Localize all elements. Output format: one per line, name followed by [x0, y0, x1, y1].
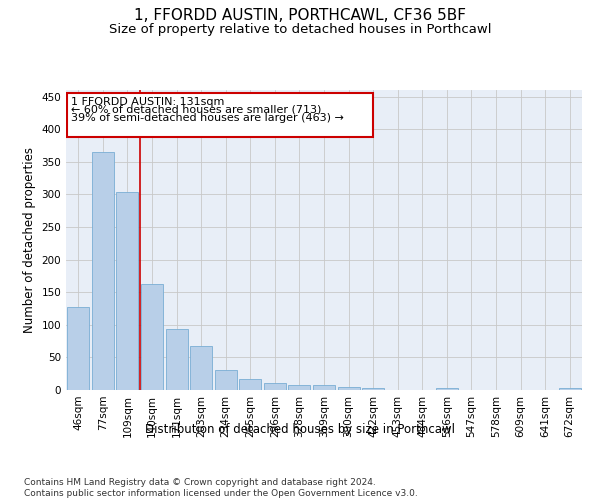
Bar — [264, 384, 286, 390]
Bar — [67, 94, 373, 137]
Bar — [215, 370, 237, 390]
Bar — [313, 385, 335, 390]
Text: ← 60% of detached houses are smaller (713): ← 60% of detached houses are smaller (71… — [71, 105, 321, 115]
Bar — [190, 346, 212, 390]
Bar — [436, 388, 458, 390]
Text: Size of property relative to detached houses in Porthcawl: Size of property relative to detached ho… — [109, 22, 491, 36]
Bar — [289, 385, 310, 390]
Bar — [338, 386, 359, 390]
Bar — [67, 307, 89, 390]
Text: 39% of semi-detached houses are larger (463) →: 39% of semi-detached houses are larger (… — [71, 114, 344, 124]
Bar — [141, 284, 163, 390]
Bar — [559, 388, 581, 390]
Bar — [92, 152, 114, 390]
Text: 1, FFORDD AUSTIN, PORTHCAWL, CF36 5BF: 1, FFORDD AUSTIN, PORTHCAWL, CF36 5BF — [134, 8, 466, 22]
Text: Distribution of detached houses by size in Porthcawl: Distribution of detached houses by size … — [145, 422, 455, 436]
Y-axis label: Number of detached properties: Number of detached properties — [23, 147, 36, 333]
Bar — [116, 192, 139, 390]
Bar — [166, 328, 188, 390]
Bar — [239, 379, 262, 390]
Text: 1 FFORDD AUSTIN: 131sqm: 1 FFORDD AUSTIN: 131sqm — [71, 96, 224, 106]
Text: Contains HM Land Registry data © Crown copyright and database right 2024.
Contai: Contains HM Land Registry data © Crown c… — [24, 478, 418, 498]
Bar — [362, 388, 384, 390]
